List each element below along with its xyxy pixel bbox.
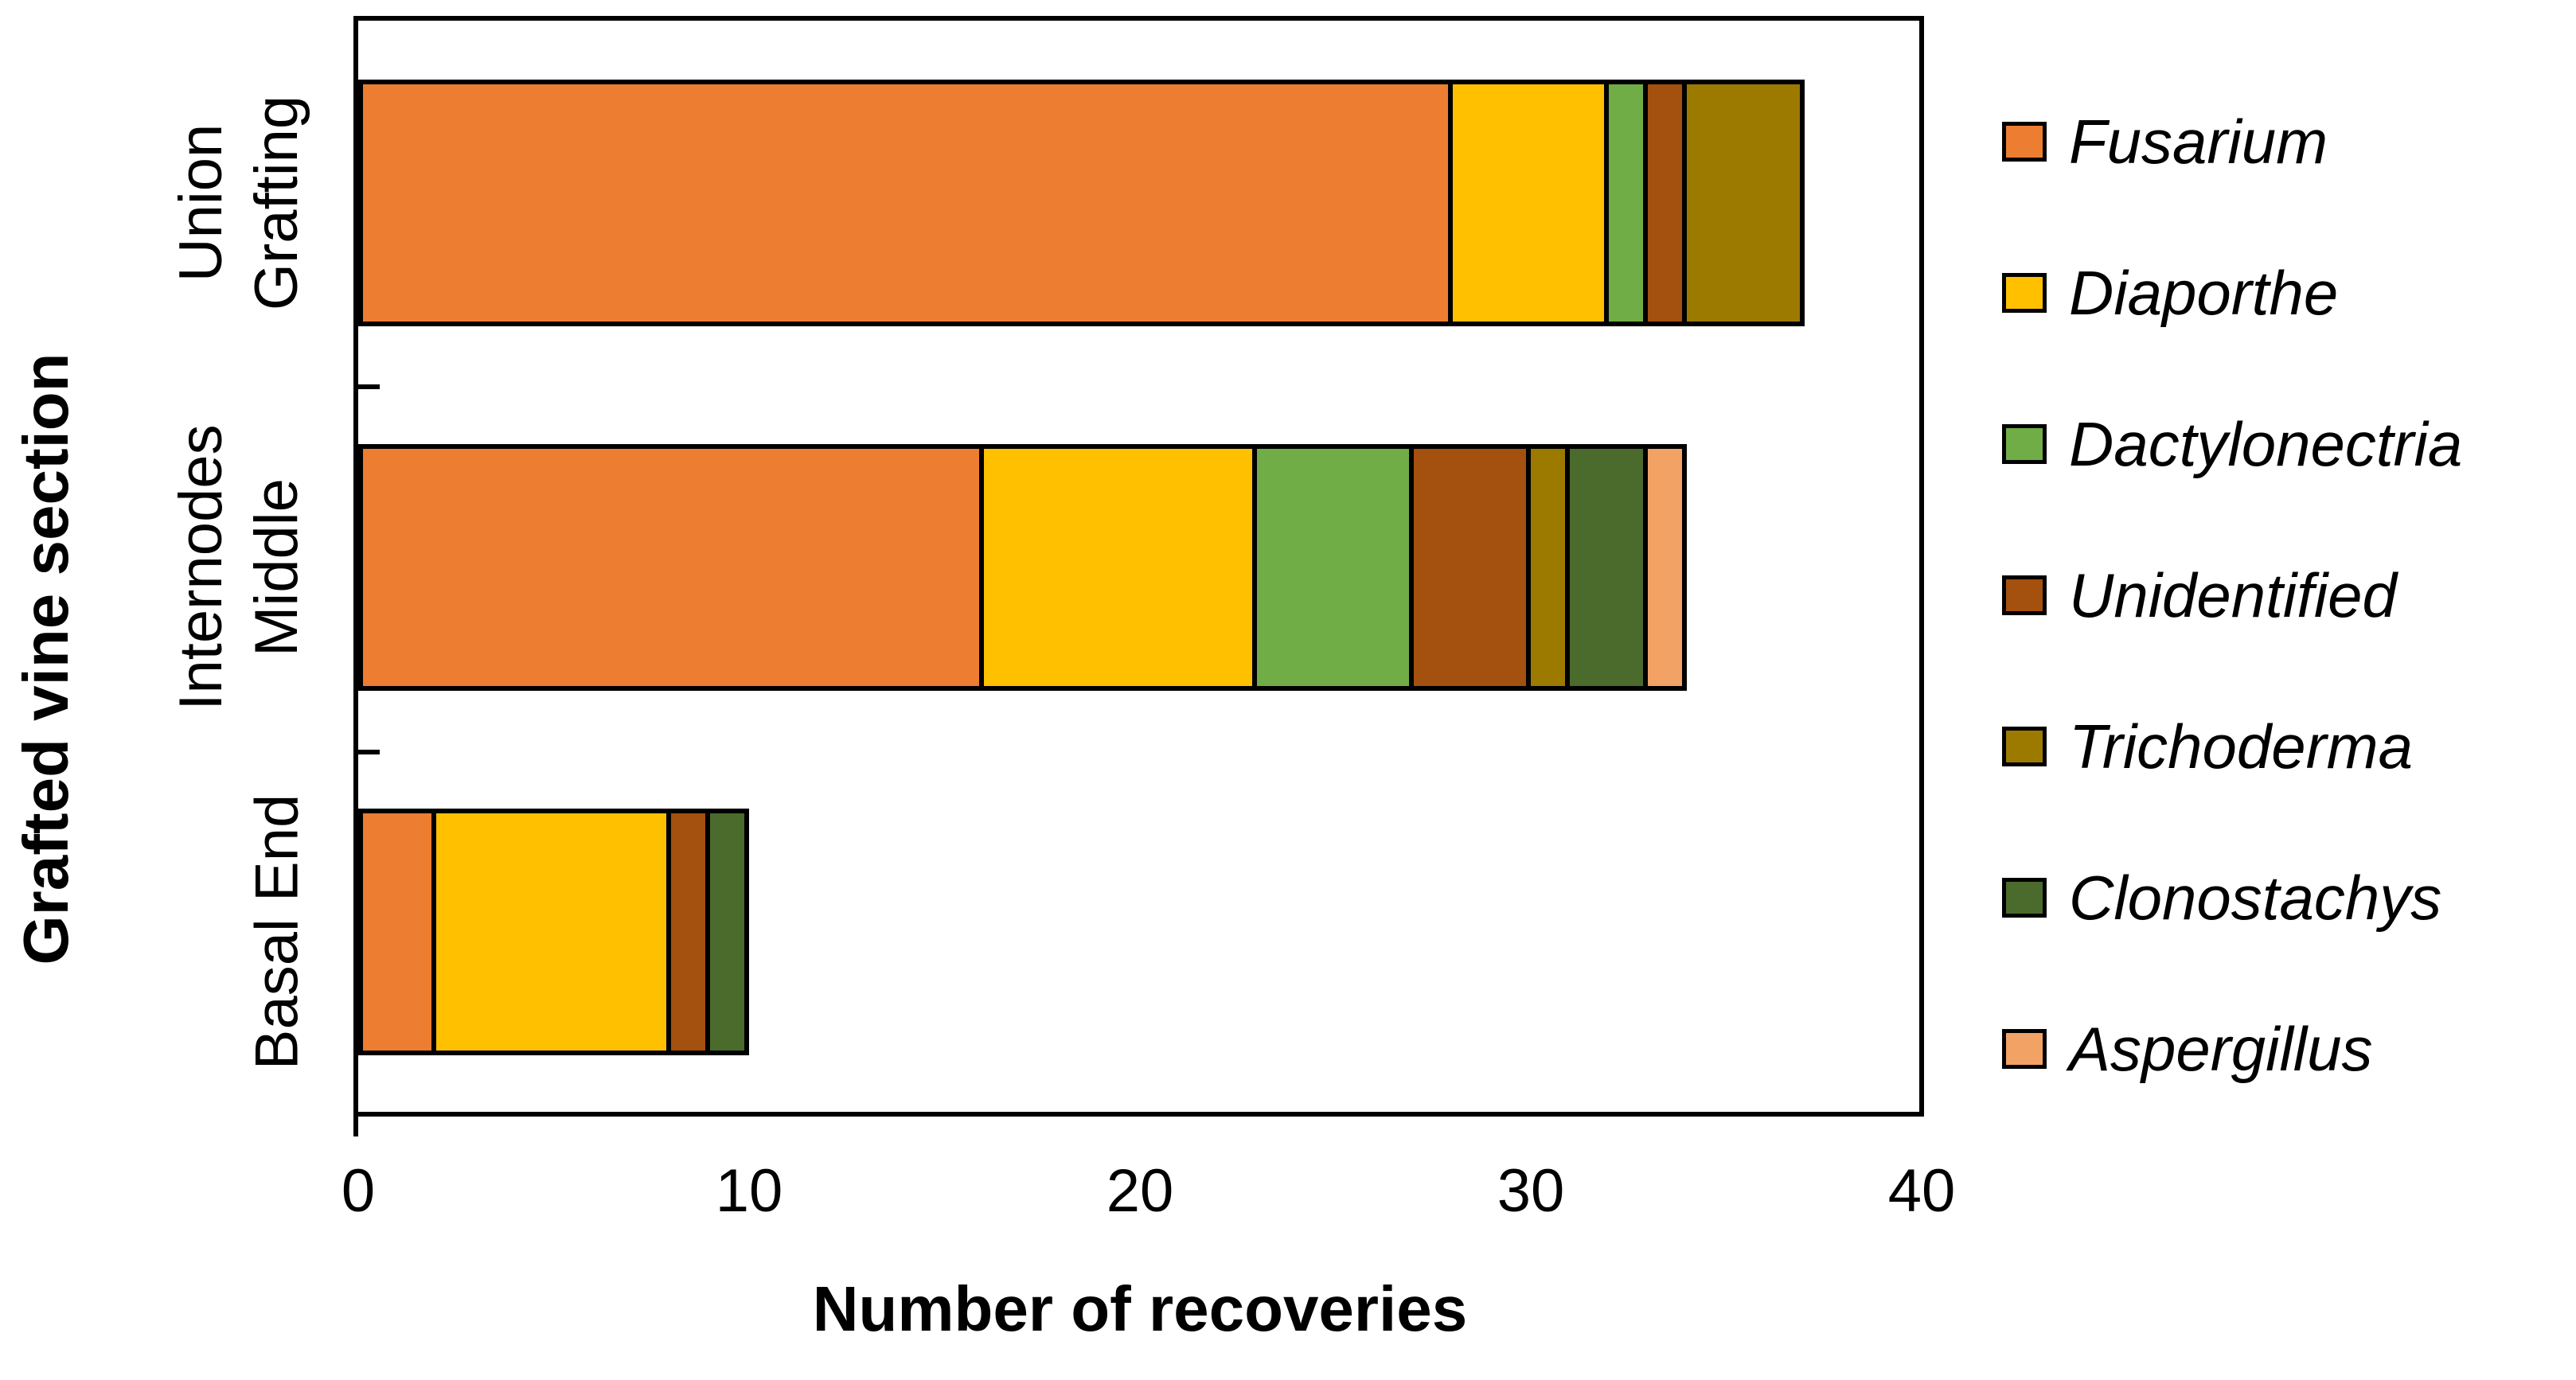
bar-segment-diaporthe [978,444,1258,691]
category-label-line: Grafting [243,95,310,311]
legend-item: Trichoderma [2002,671,2462,822]
legend-swatch-icon [2002,273,2047,313]
bar-segment-dactylonectria [1604,80,1649,326]
legend-swatch-icon [2002,122,2047,162]
legend-swatch-icon [2002,575,2047,615]
category-label: Basal End [240,794,315,1070]
bar-segment-unidentified [1643,80,1688,326]
legend-item: Aspergillus [2002,973,2462,1125]
bar-segment-trichoderma [1682,80,1805,326]
category-label-line: Basal End [243,793,311,1070]
legend-label: Aspergillus [2069,1013,2373,1084]
bar-segment-dactylonectria [1252,444,1414,691]
x-tick-label: 0 [341,1157,376,1225]
y-axis-tick [358,384,380,389]
legend-label: Trichoderma [2069,711,2414,782]
y-axis-title: Grafted vine section [10,353,81,965]
x-axis-title: Number of recoveries [812,1273,1468,1344]
bar-segment-aspergillus [1643,444,1688,691]
legend-item: Clonostachys [2002,822,2462,973]
legend-swatch-icon [2002,727,2047,766]
x-tick-label: 30 [1497,1157,1565,1225]
bar-segment-unidentified [665,809,710,1055]
y-axis-line-overshoot [353,1117,358,1136]
category-label-line: Union [167,123,235,283]
bar-segment-diaporthe [1447,80,1610,326]
category-label-line: Middle [243,478,310,657]
legend-label: Dactylonectria [2069,408,2463,479]
legend-label: Diaporthe [2069,257,2339,328]
legend-swatch-icon [2002,1029,2047,1069]
legend-label: Clonostachys [2069,862,2442,933]
category-label: Grafting Union [163,96,314,310]
category-label: Middle Internodes [163,424,314,710]
bar-segment-clonostachys [704,809,749,1055]
bar-segment-diaporthe [431,809,671,1055]
x-tick-label: 20 [1106,1157,1174,1225]
legend-swatch-icon [2002,424,2047,464]
legend-item: Diaporthe [2002,217,2462,368]
legend: Fusarium Diaporthe Dactylonectria Unidentif… [2002,66,2462,1125]
bar-segment-trichoderma [1526,444,1571,691]
y-axis-tick [358,750,380,754]
x-tick-label: 10 [715,1157,783,1225]
bar-segment-fusarium [358,809,437,1055]
legend-label: Unidentified [2069,559,2397,630]
legend-item: Dactylonectria [2002,368,2462,520]
bar-segment-fusarium [358,444,984,691]
legend-swatch-icon [2002,878,2047,918]
bar-segment-clonostachys [1565,444,1649,691]
legend-label: Fusarium [2069,106,2328,177]
bar-segment-unidentified [1408,444,1531,691]
x-tick-label: 40 [1887,1157,1956,1225]
legend-item: Fusarium [2002,66,2462,217]
category-label-line: Internodes [167,424,235,711]
legend-item: Unidentified [2002,520,2462,671]
bar-segment-fusarium [358,80,1453,326]
